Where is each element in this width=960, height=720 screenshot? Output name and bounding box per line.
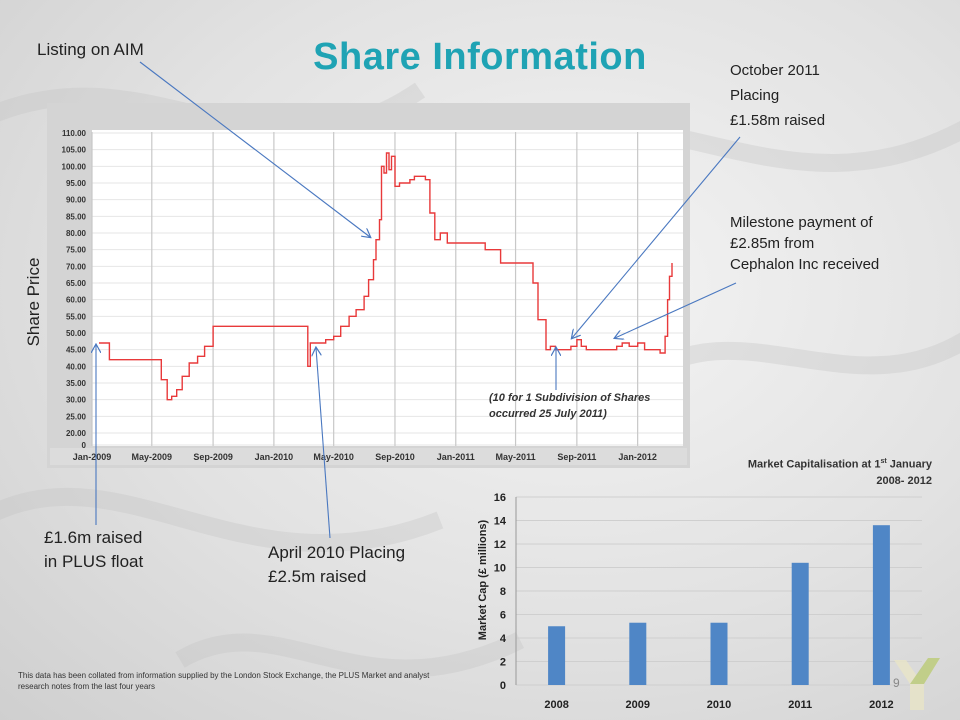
market-cap-x-tick-label: 2009 (626, 699, 650, 711)
price-y-tick-label: 55.00 (66, 312, 87, 321)
market-cap-title-part1: Market Capitalisation at 1 (747, 458, 881, 471)
page-number: 9 (893, 676, 900, 690)
annotation-april-line2: £2.5m raised (268, 567, 367, 586)
swirl-3 (0, 487, 444, 553)
price-x-tick-label: Jan-2009 (73, 452, 112, 462)
market-cap-chart-title: Market Capitalisation at 1st January 200… (690, 454, 932, 489)
annotation-october-line3: £1.58m raised (730, 112, 826, 129)
market-cap-y-axis-label: Market Cap (£ millions) (477, 519, 489, 640)
annotation-subdivision-line1: (10 for 1 Subdivision of Shares (489, 392, 651, 404)
annotation-subdivision-line2: occurred 25 July 2011) (489, 408, 607, 420)
annotation-october-line2: Placing (730, 87, 780, 104)
price-y-tick-label: 0 (82, 441, 87, 450)
price-x-tick-label: Sep-2010 (375, 452, 415, 462)
arrow-october-placing (572, 136, 741, 338)
annotation-listing: Listing on AIM (37, 40, 144, 59)
annotation-milestone-line1: Milestone payment of (730, 214, 873, 231)
price-y-tick-label: 25.00 (66, 412, 87, 421)
market-cap-bar (548, 626, 566, 685)
footer-source-note: This data has been collated from informa… (18, 671, 430, 691)
price-y-tick-label: 50.00 (66, 329, 87, 338)
page-title: Share Information (313, 36, 647, 78)
market-cap-y-tick-label: 10 (494, 563, 506, 575)
price-y-tick-label: 85.00 (66, 212, 87, 221)
annotation-milestone-line2: £2.85m from (730, 235, 815, 252)
share-price-line (99, 152, 673, 401)
price-y-tick-label: 45.00 (66, 346, 87, 355)
chart-x-axis-band (50, 448, 687, 465)
market-cap-y-tick-label: 6 (500, 610, 506, 622)
market-cap-y-tick-label: 14 (494, 516, 507, 528)
price-x-tick-label: May-2010 (313, 452, 354, 462)
market-cap-x-tick-label: 2012 (869, 699, 893, 711)
annotation-milestone: Milestone payment of £2.85m from Cephalo… (730, 212, 879, 275)
price-y-tick-label: 90.00 (66, 196, 87, 205)
price-y-tick-label: 30.00 (66, 396, 87, 405)
annotation-october-line1: October 2011 (730, 62, 820, 79)
company-logo (894, 658, 940, 710)
market-cap-x-tick-label: 2008 (544, 699, 568, 711)
price-y-tick-label: 40.00 (66, 362, 87, 371)
price-y-tick-label: 95.00 (66, 179, 87, 188)
market-cap-chart: 0 2 4 6 8 10 12 14 16 2008 2009 2010 2011 2012 Marke… (477, 492, 922, 711)
market-cap-title-line2: 2008- 2012 (876, 474, 932, 487)
market-cap-y-tick-label: 0 (500, 680, 506, 692)
price-y-tick-label: 70.00 (66, 262, 87, 271)
market-cap-x-tick-label: 2011 (788, 699, 812, 711)
price-x-tick-label: Jan-2010 (255, 452, 294, 462)
share-price-chart: 0 20.00 25.00 30.00 35.00 40.00 45.00 50.00 55.0… (47, 103, 690, 468)
price-y-tick-label: 35.00 (66, 379, 87, 388)
price-y-tick-label: 105.00 (62, 146, 87, 155)
market-cap-y-tick-label: 8 (500, 586, 506, 598)
market-cap-x-tick-label: 2010 (707, 699, 731, 711)
price-x-tick-label: May-2009 (132, 452, 173, 462)
annotation-plus-float: £1.6m raised in PLUS float (44, 526, 143, 574)
market-cap-bar (872, 525, 890, 685)
price-x-tick-label: Sep-2011 (557, 452, 596, 462)
arrow-listing (139, 61, 370, 237)
annotation-april-line1: April 2010 Placing (268, 543, 406, 562)
annotation-subdivision: (10 for 1 Subdivision of Shares occurred… (489, 390, 689, 422)
market-cap-bar (791, 562, 809, 685)
price-y-tick-label: 75.00 (66, 246, 87, 255)
market-cap-title-part2: January (886, 458, 932, 471)
market-cap-y-tick-label: 4 (500, 633, 507, 645)
price-y-tick-label: 20.00 (66, 429, 87, 438)
market-cap-bar (629, 622, 647, 685)
price-y-tick-label: 80.00 (66, 229, 87, 238)
arrow-milestone (615, 282, 737, 338)
annotation-april-placing: April 2010 Placing £2.5m raised (268, 541, 405, 589)
price-x-tick-label: May-2011 (496, 452, 536, 462)
annotation-milestone-line3: Cephalon Inc received (730, 256, 880, 273)
market-cap-y-tick-label: 2 (500, 657, 506, 669)
market-cap-bar (710, 622, 728, 685)
annotation-plus-line1: £1.6m raised (44, 528, 143, 547)
arrow-april-placing (316, 348, 331, 539)
annotation-plus-line2: in PLUS float (44, 552, 144, 571)
price-y-tick-label: 110.00 (62, 129, 87, 138)
price-y-tick-label: 65.00 (66, 279, 87, 288)
price-y-tick-label: 60.00 (66, 296, 87, 305)
market-cap-y-tick-label: 12 (494, 539, 506, 551)
price-x-tick-label: Jan-2012 (618, 452, 657, 462)
market-cap-title-sup: st (880, 458, 887, 465)
market-cap-y-tick-label: 16 (494, 492, 506, 504)
price-x-tick-label: Jan-2011 (437, 452, 475, 462)
swirl-4 (175, 631, 525, 678)
annotation-october-placing: October 2011 Placing £1.58m raised (730, 58, 825, 133)
price-x-tick-label: Sep-2009 (193, 452, 233, 462)
price-y-tick-label: 100.00 (62, 162, 87, 171)
share-price-y-axis-label: Share Price (24, 257, 43, 347)
